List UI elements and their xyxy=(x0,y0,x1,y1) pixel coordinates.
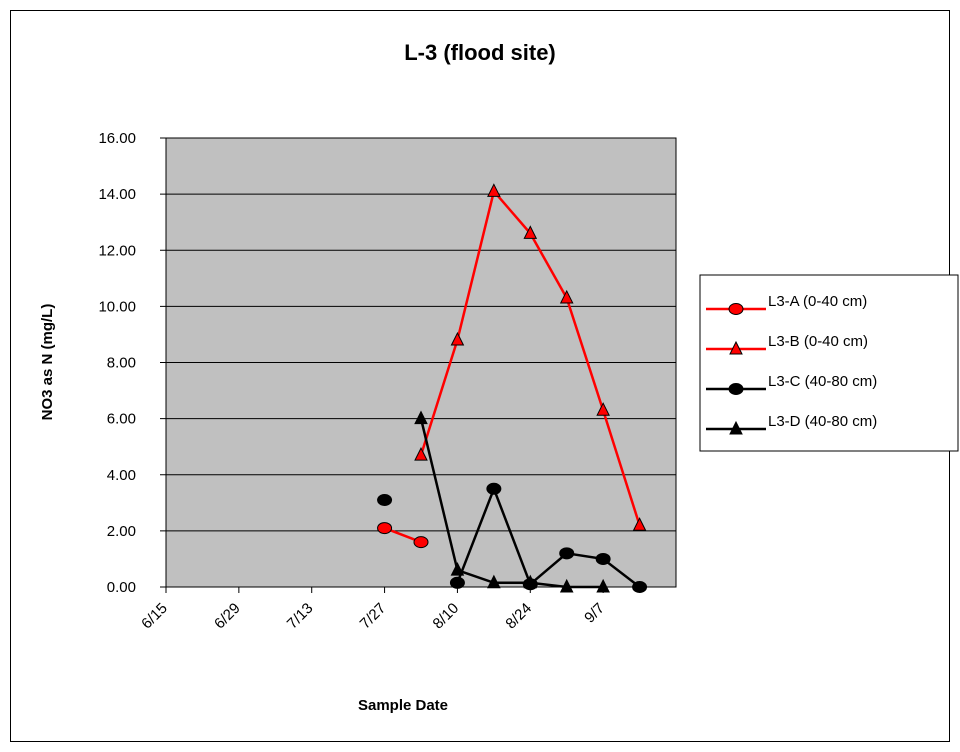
data-point xyxy=(486,482,502,495)
legend-box xyxy=(699,274,959,452)
series-line xyxy=(456,485,641,588)
y-tick-label: 4.00 xyxy=(107,467,136,484)
y-tick-label: 8.00 xyxy=(107,355,136,372)
data-point xyxy=(377,522,393,535)
data-point xyxy=(595,552,611,565)
series-3 xyxy=(377,482,648,593)
legend-label: L3-B (0-40 cm) xyxy=(768,333,868,350)
data-point xyxy=(559,289,574,304)
series-4 xyxy=(414,410,610,593)
y-tick-label: 0.00 xyxy=(107,579,136,596)
y-tick-label: 10.00 xyxy=(98,298,136,315)
y-tick-label: 14.00 xyxy=(98,186,136,203)
y-tick-label: 16.00 xyxy=(98,130,136,147)
data-point xyxy=(523,225,538,239)
data-point xyxy=(450,562,465,576)
series-layer xyxy=(377,183,648,593)
legend-label: L3-C (40-80 cm) xyxy=(768,373,877,390)
data-point xyxy=(596,578,610,593)
data-point xyxy=(414,410,428,425)
series-1 xyxy=(377,522,429,549)
x-axis-label: Sample Date xyxy=(358,697,448,714)
y-tick-label: 2.00 xyxy=(107,523,136,540)
data-point xyxy=(487,574,501,589)
data-point xyxy=(559,547,575,560)
data-point xyxy=(487,183,501,197)
data-point xyxy=(559,578,574,593)
data-point xyxy=(414,446,428,461)
chart-title: L-3 (flood site) xyxy=(404,40,556,65)
legend-marker xyxy=(729,340,743,355)
legend: L3-A (0-40 cm) L3-B (0-40 cm) L3-C (40-80 … xyxy=(699,274,959,452)
series-2 xyxy=(414,183,647,531)
data-point xyxy=(596,402,610,416)
y-tick-label: 6.00 xyxy=(107,411,136,428)
data-point xyxy=(632,581,648,593)
legend-marker xyxy=(728,303,744,315)
data-point xyxy=(377,494,393,507)
legend-label: L3-A (0-40 cm) xyxy=(768,293,867,310)
y-axis-label: NO3 as N (mg/L) xyxy=(39,304,56,421)
data-point xyxy=(449,576,465,589)
data-point xyxy=(523,574,538,589)
data-point xyxy=(450,331,465,346)
series-line xyxy=(419,418,604,589)
y-axis-ticks: 0.00 2.00 4.00 6.00 8.00 10.00 12.00 14.00 16.00 xyxy=(98,130,166,596)
data-point xyxy=(632,517,647,531)
y-tick-label: 12.00 xyxy=(98,242,136,259)
data-point xyxy=(413,536,429,549)
legend-marker xyxy=(728,383,744,395)
legend-label: L3-D (40-80 cm) xyxy=(768,413,877,430)
legend-marker xyxy=(729,420,743,435)
